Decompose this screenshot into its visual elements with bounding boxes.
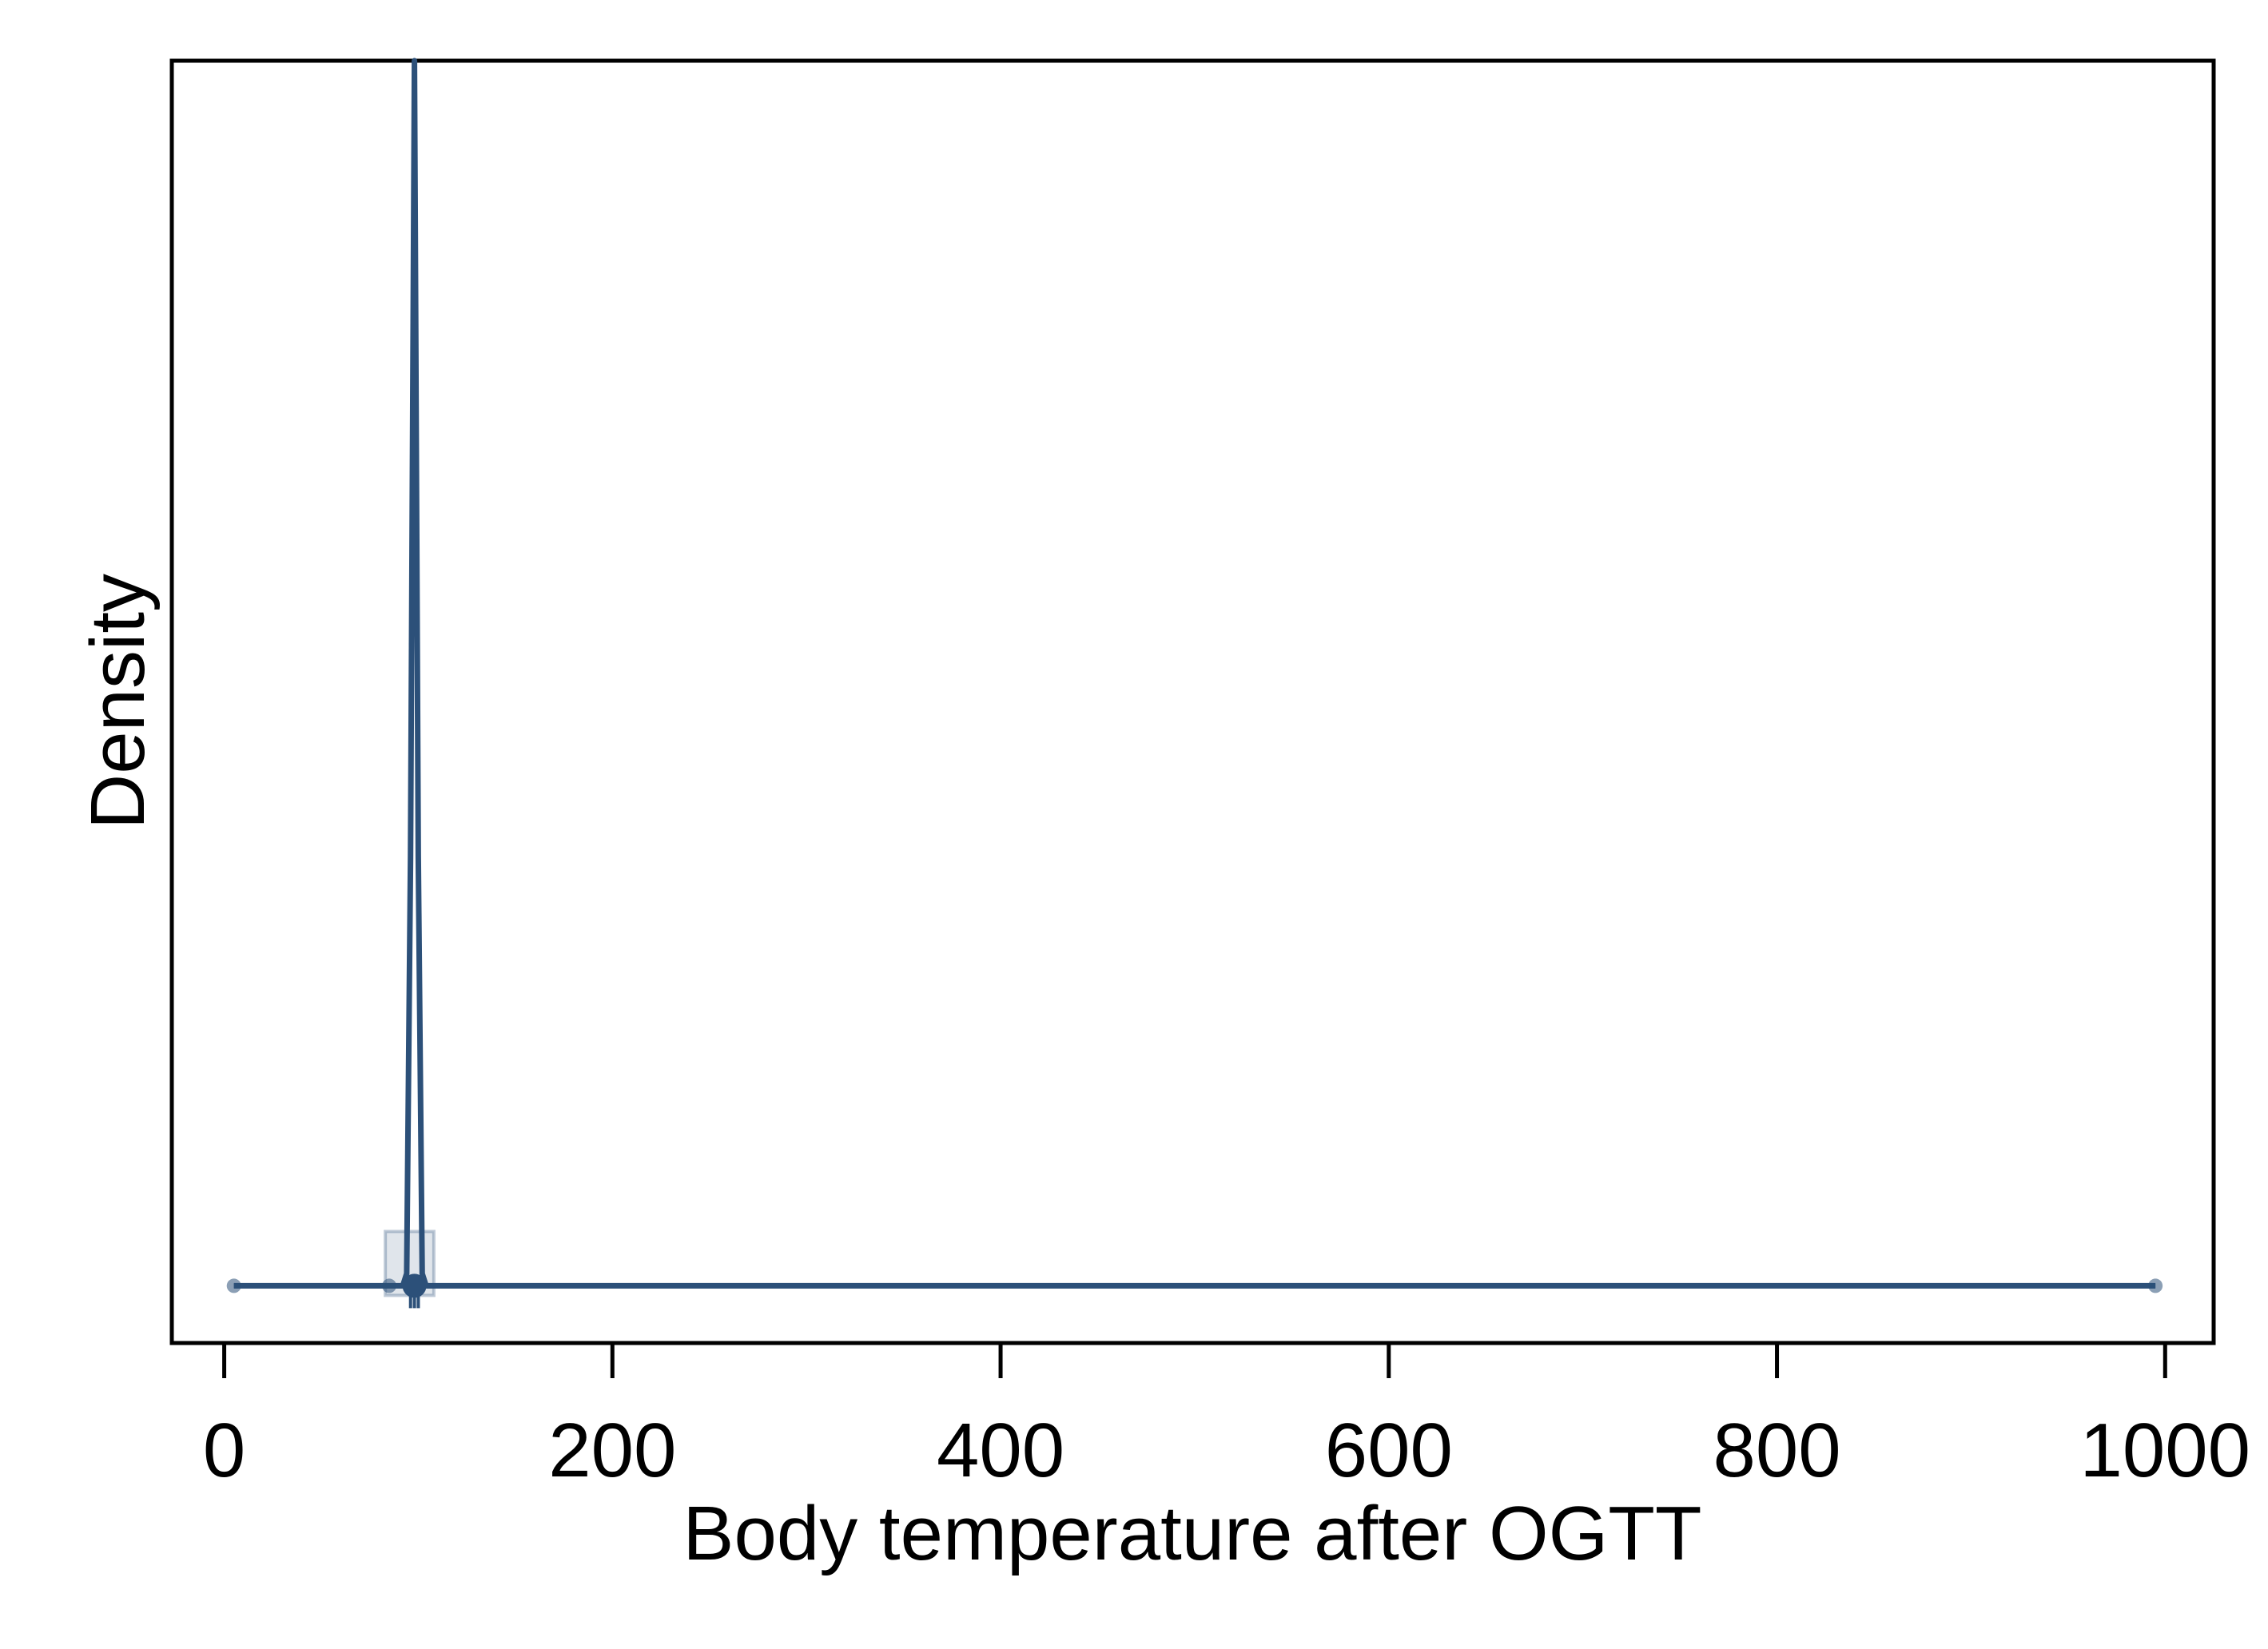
chart-marks	[226, 58, 2163, 1309]
x-axis: 0 200 400 600 800 1000	[203, 1345, 2250, 1493]
outlier-point-1	[226, 1278, 241, 1293]
x-tick-label-800: 800	[1713, 1408, 1840, 1493]
x-tick-label-0: 0	[203, 1408, 245, 1493]
x-tick-label-600: 600	[1325, 1408, 1453, 1493]
y-axis-label: Density	[75, 574, 161, 829]
x-tick-label-200: 200	[548, 1408, 676, 1493]
x-axis-label: Body temperature after OGTT	[682, 1491, 1701, 1576]
median-point	[402, 1274, 427, 1298]
density-curve-1	[233, 58, 2156, 1289]
outlier-point-2	[382, 1278, 397, 1293]
x-tick-label-1000: 1000	[2080, 1408, 2251, 1493]
plot-frame	[169, 58, 2216, 1345]
outlier-point-3	[2148, 1278, 2163, 1293]
x-tick-label-400: 400	[937, 1408, 1064, 1493]
